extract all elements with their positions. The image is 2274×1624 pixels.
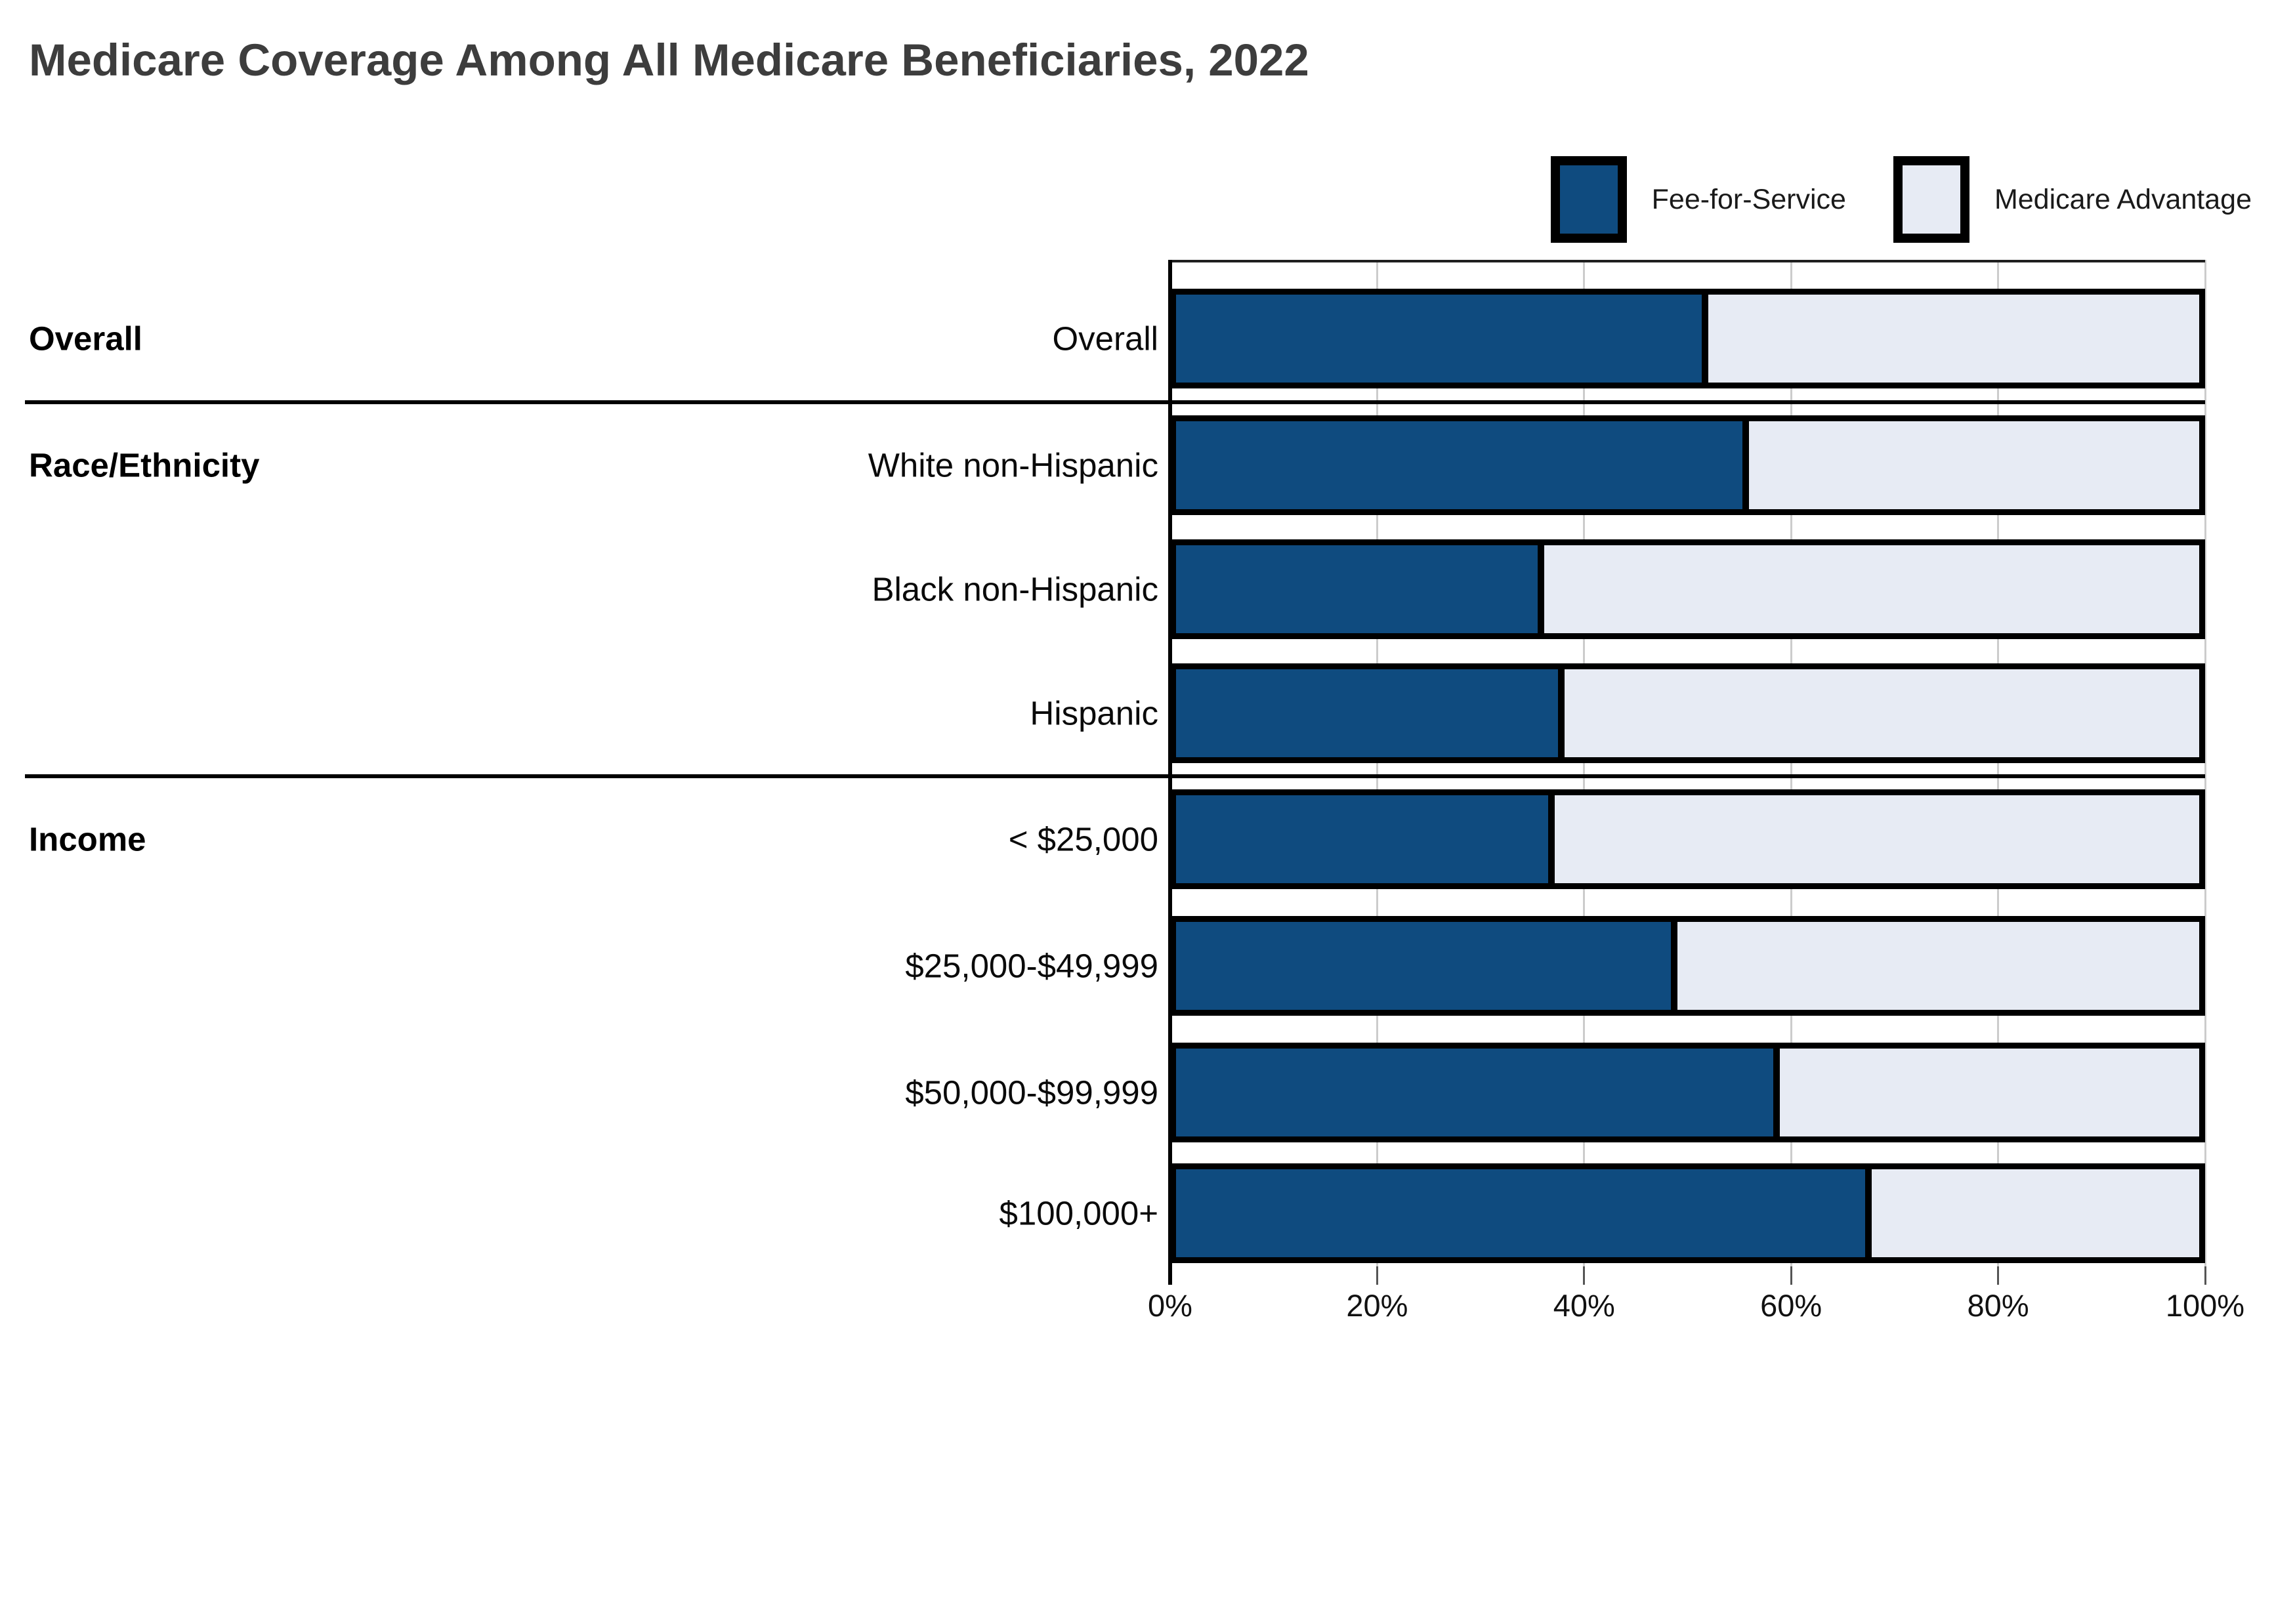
bar-row [1170,1043,2205,1142]
bar-row [1170,415,2205,515]
medicare-advantage-swatch-icon [1893,156,1969,243]
axis-tick [2204,1266,2206,1285]
legend-label: Fee-for-Service [1651,183,1846,215]
group-separator-line [25,400,2205,404]
fee-for-service-bar-segment [1176,922,1677,1010]
x-axis-tick-label: 20% [1346,1288,1408,1323]
category-label: White non-Hispanic [868,446,1158,484]
gridline [1376,260,1378,1266]
chart-title: Medicare Coverage Among All Medicare Ben… [29,35,1309,85]
group-label: Race/Ethnicity [29,446,260,484]
fee-for-service-bar-segment [1176,795,1555,883]
category-label: < $25,000 [1008,820,1158,858]
x-axis-tick-label: 0% [1148,1288,1192,1323]
fee-for-service-bar-segment [1176,295,1708,383]
fee-for-service-bar-segment [1176,421,1750,509]
gridline [1997,260,2000,1266]
x-axis-tick-label: 80% [1967,1288,2029,1323]
category-label: $100,000+ [999,1194,1159,1232]
fee-for-service-bar-segment [1176,545,1545,633]
legend-label: Medicare Advantage [1994,183,2252,215]
fee-for-service-bar-segment [1176,1169,1872,1257]
fee-for-service-bar-segment [1176,669,1565,757]
category-label: Black non-Hispanic [872,570,1158,608]
group-label: Overall [29,320,142,358]
category-label: $25,000-$49,999 [905,947,1158,985]
bar-row [1170,916,2205,1016]
y-axis-line [1168,260,1172,1285]
bar-row [1170,539,2205,639]
category-label: Overall [1052,320,1158,358]
x-axis-tick-label: 40% [1553,1288,1615,1323]
axis-tick [1790,1266,1792,1285]
x-axis-tick-label: 60% [1760,1288,1822,1323]
plot-top-border [1170,260,2205,262]
legend-item-fee-for-service: Fee-for-Service [1550,156,1846,243]
group-label: Income [29,820,146,858]
fee-for-service-swatch-icon [1550,156,1627,243]
gridline [1583,260,1586,1266]
axis-tick [1997,1266,2000,1285]
axis-tick [1376,1266,1378,1285]
bar-row [1170,289,2205,388]
bar-row [1170,789,2205,889]
category-label: Hispanic [1030,694,1158,732]
fee-for-service-bar-segment [1176,1049,1780,1136]
x-axis-tick-label: 100% [2165,1288,2245,1323]
legend: Fee-for-Service Medicare Advantage [1550,156,2252,243]
legend-item-medicare-advantage: Medicare Advantage [1893,156,2252,243]
bar-row [1170,1163,2205,1263]
category-label: $50,000-$99,999 [905,1073,1158,1112]
axis-tick [1583,1266,1586,1285]
gridline [2204,260,2206,1266]
gridline [1790,260,1792,1266]
group-separator-line [25,774,2205,778]
bar-row [1170,663,2205,763]
